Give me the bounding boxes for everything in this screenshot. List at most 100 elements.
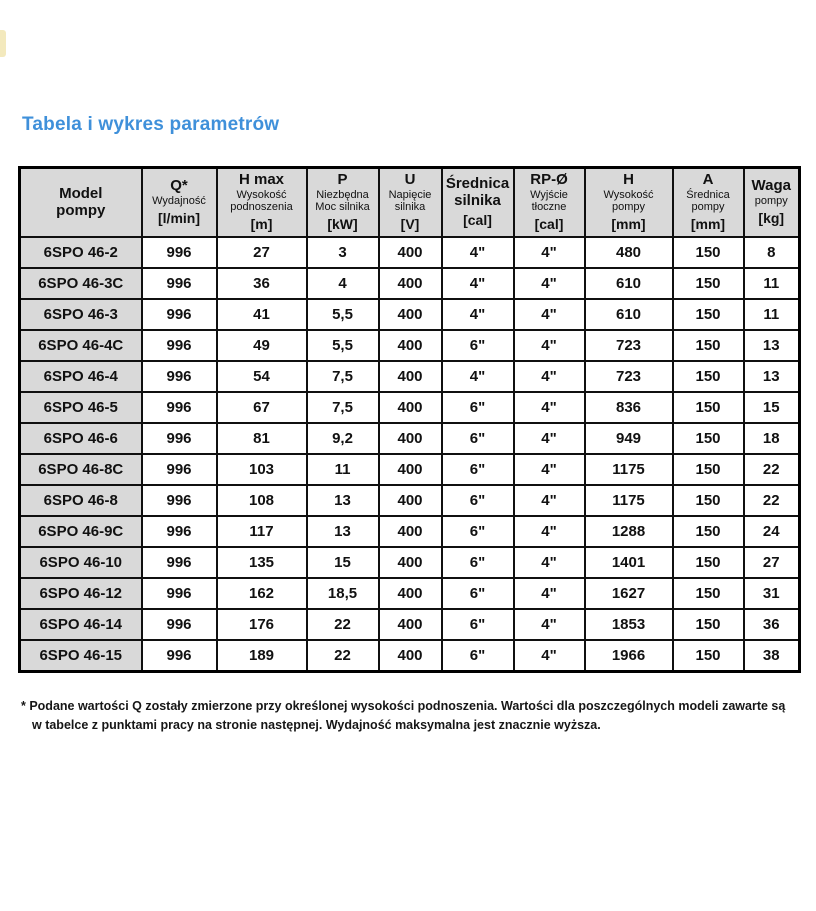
value-cell-srednica: 6" <box>440 515 515 548</box>
column-header-p: P Niezbędna Moc silnika [kW] <box>305 166 380 238</box>
table-row: 6SPO 46-8 996 108 13 400 6" 4" 1175 150 22 <box>18 484 801 517</box>
value-cell-p: 5,5 <box>305 329 380 362</box>
value-cell-p: 13 <box>305 484 380 517</box>
column-description: Wysokość pompy <box>603 188 654 214</box>
table-row: 6SPO 46-10 996 135 15 400 6" 4" 1401 150 27 <box>18 546 801 579</box>
value-cell-rp: 4" <box>512 298 586 331</box>
column-symbol: H max <box>238 171 285 189</box>
value-cell-a: 150 <box>671 329 745 362</box>
value-cell-p: 13 <box>305 515 380 548</box>
column-unit: [kg] <box>758 210 785 227</box>
value-cell-srednica: 6" <box>440 422 515 455</box>
column-symbol: U <box>404 171 416 189</box>
value-cell-q: 996 <box>140 639 218 673</box>
table-row: 6SPO 46-8C 996 103 11 400 6" 4" 1175 150 22 <box>18 453 801 486</box>
column-header-rp: RP-Ø Wyjście tłoczne [cal] <box>512 166 586 238</box>
table-row: 6SPO 46-3C 996 36 4 400 4" 4" 610 150 11 <box>18 267 801 300</box>
value-cell-h: 723 <box>583 360 674 393</box>
model-cell: 6SPO 46-15 <box>18 639 143 673</box>
column-description: pompy <box>754 194 788 207</box>
value-cell-p: 5,5 <box>305 298 380 331</box>
value-cell-srednica: 6" <box>440 453 515 486</box>
column-unit: [mm] <box>690 216 726 233</box>
value-cell-rp: 4" <box>512 329 586 362</box>
column-symbol: H <box>623 171 634 189</box>
value-cell-q: 996 <box>140 267 218 300</box>
column-header-a: A Średnica pompy [mm] <box>671 166 745 238</box>
value-cell-a: 150 <box>671 267 745 300</box>
value-cell-p: 4 <box>305 267 380 300</box>
value-cell-rp: 4" <box>512 267 586 300</box>
value-cell-hmax: 41 <box>215 298 308 331</box>
value-cell-u: 400 <box>377 608 443 641</box>
value-cell-a: 150 <box>671 453 745 486</box>
value-cell-p: 11 <box>305 453 380 486</box>
value-cell-srednica: 6" <box>440 577 515 610</box>
value-cell-rp: 4" <box>512 608 586 641</box>
value-cell-waga: 13 <box>742 329 801 362</box>
value-cell-a: 150 <box>671 391 745 424</box>
value-cell-h: 723 <box>583 329 674 362</box>
value-cell-u: 400 <box>377 453 443 486</box>
value-cell-q: 996 <box>140 360 218 393</box>
value-cell-q: 996 <box>140 236 218 269</box>
column-description: Średnica pompy <box>686 188 730 214</box>
page-edge-tab <box>0 30 6 57</box>
column-unit: [mm] <box>611 216 646 233</box>
column-symbol: Q* <box>170 177 188 195</box>
value-cell-srednica: 4" <box>440 360 515 393</box>
value-cell-a: 150 <box>671 515 745 548</box>
value-cell-p: 18,5 <box>305 577 380 610</box>
value-cell-q: 996 <box>140 515 218 548</box>
value-cell-rp: 4" <box>512 546 586 579</box>
column-header-h: H Wysokość pompy [mm] <box>583 166 674 238</box>
value-cell-h: 1853 <box>583 608 674 641</box>
column-unit: [cal] <box>463 212 492 229</box>
value-cell-rp: 4" <box>512 639 586 673</box>
table-row: 6SPO 46-15 996 189 22 400 6" 4" 1966 150 38 <box>18 639 801 673</box>
value-cell-hmax: 135 <box>215 546 308 579</box>
value-cell-srednica: 6" <box>440 639 515 673</box>
model-cell: 6SPO 46-4 <box>18 360 143 393</box>
value-cell-a: 150 <box>671 608 745 641</box>
column-header-hmax: H max Wysokość podnoszenia [m] <box>215 166 308 238</box>
value-cell-rp: 4" <box>512 236 586 269</box>
model-cell: 6SPO 46-3C <box>18 267 143 300</box>
model-cell: 6SPO 46-9C <box>18 515 143 548</box>
column-unit: [kW] <box>327 216 358 233</box>
value-cell-waga: 31 <box>742 577 801 610</box>
value-cell-hmax: 108 <box>215 484 308 517</box>
value-cell-a: 150 <box>671 484 745 517</box>
value-cell-waga: 24 <box>742 515 801 548</box>
value-cell-h: 836 <box>583 391 674 424</box>
column-description: Wyjście tłoczne <box>530 188 568 214</box>
value-cell-q: 996 <box>140 298 218 331</box>
footnote-line-2: w tabelce z punktami pracy na stronie na… <box>32 717 601 732</box>
column-description: silnika <box>454 191 501 209</box>
column-symbol: A <box>702 171 714 189</box>
value-cell-h: 1627 <box>583 577 674 610</box>
value-cell-h: 1175 <box>583 453 674 486</box>
value-cell-h: 480 <box>583 236 674 269</box>
column-symbol: Średnica <box>445 175 510 193</box>
value-cell-p: 22 <box>305 608 380 641</box>
value-cell-a: 150 <box>671 546 745 579</box>
value-cell-h: 1401 <box>583 546 674 579</box>
header-row: Model pompy Q* Wydajność [l/min] H max Wysokoś… <box>18 166 801 238</box>
value-cell-rp: 4" <box>512 453 586 486</box>
value-cell-waga: 13 <box>742 360 801 393</box>
value-cell-u: 400 <box>377 267 443 300</box>
value-cell-p: 3 <box>305 236 380 269</box>
value-cell-waga: 38 <box>742 639 801 673</box>
value-cell-q: 996 <box>140 391 218 424</box>
value-cell-h: 1288 <box>583 515 674 548</box>
value-cell-waga: 36 <box>742 608 801 641</box>
value-cell-h: 1175 <box>583 484 674 517</box>
value-cell-p: 22 <box>305 639 380 673</box>
table-row: 6SPO 46-2 996 27 3 400 4" 4" 480 150 8 <box>18 236 801 269</box>
value-cell-hmax: 103 <box>215 453 308 486</box>
pump-parameters-table: Model pompy Q* Wydajność [l/min] H max Wysokoś… <box>18 166 801 673</box>
value-cell-rp: 4" <box>512 484 586 517</box>
column-description: pompy <box>56 201 106 219</box>
value-cell-h: 949 <box>583 422 674 455</box>
